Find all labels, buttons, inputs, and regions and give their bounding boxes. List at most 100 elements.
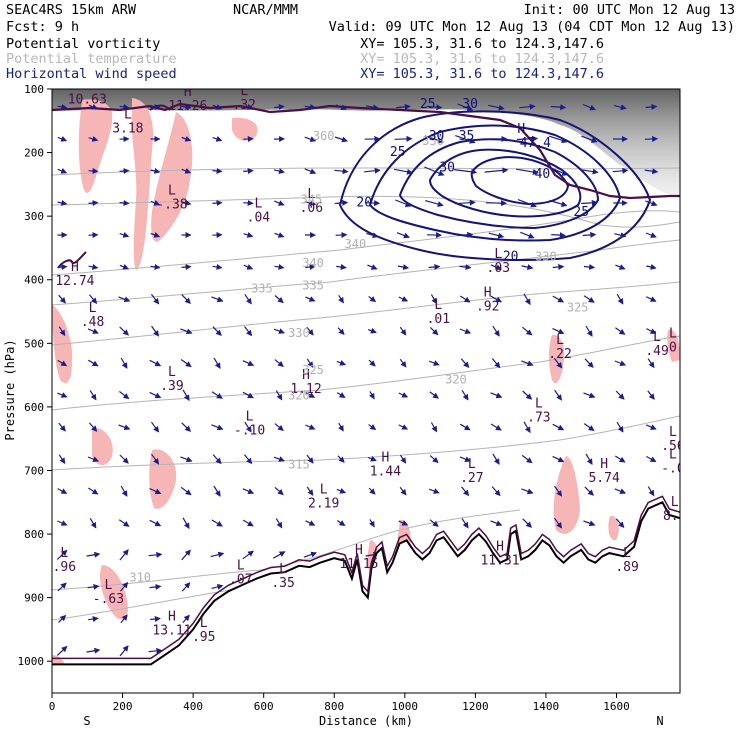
wind-vector — [523, 421, 531, 434]
pv-extremum-letter: L — [669, 447, 677, 462]
wind-vector — [366, 232, 379, 239]
wind-vector — [484, 167, 509, 174]
pv-extremum-value: .95 — [192, 630, 215, 645]
wind-vector — [212, 104, 223, 110]
y-axis-title: Pressure (hPa) — [3, 339, 17, 440]
pv-extremum-value: .89 — [615, 560, 638, 575]
wind-vector — [554, 485, 563, 497]
wind-vector — [612, 167, 629, 174]
pv-extremum-value: -.0 — [661, 461, 684, 476]
wind-vector — [243, 232, 254, 238]
wind-vector — [334, 168, 349, 175]
theta-label: 310 — [129, 571, 151, 585]
wind-vector — [616, 293, 624, 305]
pv-extremum-value: .39 — [160, 379, 183, 394]
wind-vector — [304, 168, 317, 175]
pv-extremum-value: 8.9 — [663, 509, 686, 524]
wind-vector — [461, 389, 469, 401]
wind-vector — [459, 456, 472, 462]
wind-vector — [304, 200, 317, 207]
wind-vector — [337, 327, 345, 336]
institution: NCAR/MMM — [233, 2, 298, 18]
wind-vector — [58, 422, 66, 432]
pv-extremum-letter: H — [355, 543, 363, 558]
wind-contour-label: 35 — [459, 129, 475, 144]
wind-vector — [398, 424, 409, 430]
x-tick-label: 200 — [113, 700, 133, 713]
theta-label: 360 — [313, 129, 335, 143]
x-tick-label: 600 — [254, 700, 274, 713]
pv-extremum-letter: L — [83, 79, 91, 94]
wind-vector — [429, 326, 439, 336]
theta-contour — [52, 281, 680, 346]
wind-vector — [304, 104, 317, 110]
pv-extremum-letter: L — [307, 187, 315, 202]
pv-extremum-value: 0 — [669, 341, 677, 356]
stratosphere-shading — [52, 89, 680, 196]
pv-extremum-letter: L — [434, 298, 442, 313]
wind-vector — [211, 391, 223, 399]
y-tick-label: 700 — [24, 464, 44, 477]
wind-vector — [119, 103, 130, 110]
pv-extremum-value: .92 — [476, 299, 499, 314]
pv-extremum-value: .03 — [487, 261, 510, 276]
valid-time: Valid: 09 UTC Mon 12 Aug 13 (04 CDT Mon … — [329, 19, 735, 35]
pv-extremum-letter: L — [237, 559, 245, 574]
wind-vector — [274, 263, 285, 270]
wind-vector — [367, 264, 378, 270]
wind-max-letter: H — [517, 122, 525, 137]
pv-extremum-letter: L — [535, 397, 543, 412]
wind-vector — [212, 454, 222, 465]
wind-vector — [517, 199, 537, 208]
wind-vector — [584, 358, 594, 368]
wind-vector — [242, 488, 255, 495]
wind-vector — [274, 295, 284, 304]
pv-extremum-value: 5.74 — [588, 471, 619, 486]
wind-vector — [242, 360, 255, 367]
wind-vector — [459, 328, 472, 335]
wind-vector — [88, 135, 99, 142]
wind-vector — [86, 551, 101, 558]
wind-vector — [88, 422, 98, 432]
wind-vector — [581, 199, 598, 206]
wind-vector — [460, 358, 470, 368]
wind-vector — [520, 231, 535, 239]
wind-vector — [305, 264, 316, 271]
wind-vector — [491, 358, 501, 369]
x-endpoint-north: N — [656, 714, 663, 728]
wind-vector — [399, 326, 407, 336]
wind-vector — [398, 392, 409, 398]
wind-vector — [57, 103, 68, 110]
pv-contour-low — [57, 251, 87, 269]
wind-vector — [212, 326, 222, 337]
wind-vector — [368, 391, 375, 400]
pv-extremum-value: .22 — [548, 347, 571, 362]
wind-vector — [336, 392, 346, 398]
wind-vector — [118, 424, 131, 431]
wind-speed-labels: 20 25 25 30 30 35 40 25 20 30 H47.4 — [356, 97, 589, 265]
wind-vector — [87, 359, 99, 367]
pv-extremum-value: .73 — [527, 411, 550, 426]
wind-vector — [647, 358, 655, 369]
wind-contour — [368, 124, 622, 242]
wind-vector — [243, 168, 254, 175]
wind-vector — [57, 359, 68, 367]
pv-extremum-letter: L — [279, 562, 287, 577]
wind-vector — [616, 421, 624, 433]
pv-extremum-letter: L — [556, 333, 564, 348]
wind-vector — [516, 135, 539, 142]
pv-extremum-letter: L — [105, 578, 113, 593]
wind-vector — [425, 200, 444, 207]
wind-vector — [645, 424, 657, 430]
wind-vector — [150, 231, 161, 238]
pv-patch — [151, 112, 193, 242]
wind-vector — [430, 422, 438, 433]
wind-vector — [182, 517, 190, 530]
pv-patch — [232, 117, 258, 141]
wind-vector — [583, 392, 596, 399]
pv-extremum-value: 11.26 — [168, 99, 207, 114]
pv-patch — [149, 449, 177, 509]
theta-contour — [52, 195, 680, 228]
wind-vector — [118, 519, 130, 527]
